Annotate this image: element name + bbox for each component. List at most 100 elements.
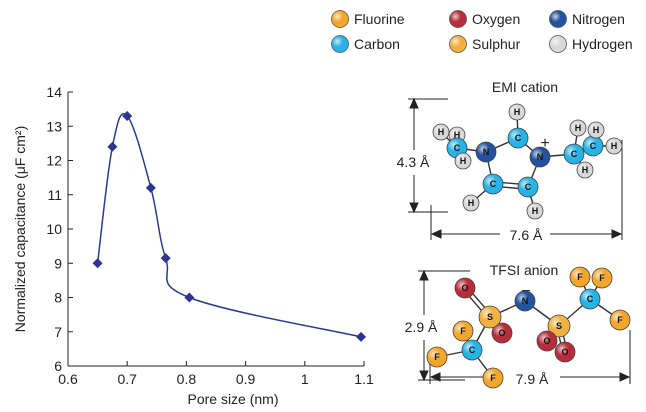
atom-hydrogen: H bbox=[508, 103, 526, 121]
atom-shine bbox=[527, 203, 543, 219]
atom-carbon: C bbox=[563, 143, 585, 165]
legend-label: Hydrogen bbox=[572, 36, 633, 52]
y-tick-label: 6 bbox=[54, 358, 62, 374]
atom-shine bbox=[537, 331, 557, 351]
atom-symbol: H bbox=[593, 125, 600, 135]
atom-oxygen: O bbox=[491, 322, 513, 344]
chart-ticks: 6 7 8 9 10 11 12 13 14 0.6 0.7 0.8 0.9 1 1.1 bbox=[46, 84, 374, 387]
atom-symbol: H bbox=[532, 206, 539, 216]
atom-symbol: H bbox=[514, 107, 521, 117]
data-point bbox=[356, 331, 367, 342]
atom-hydrogen: H bbox=[576, 161, 594, 179]
atom-hydrogen: H bbox=[454, 152, 472, 170]
atom-nitrogen: N bbox=[529, 146, 551, 168]
atom-shine bbox=[509, 104, 525, 120]
atom-symbol: F bbox=[617, 315, 623, 325]
capacitance-chart: 6 7 8 9 10 11 12 13 14 0.6 0.7 0.8 0.9 1 1.1 Pore size… bbox=[12, 84, 374, 407]
atom-shine bbox=[555, 342, 575, 362]
atom-carbon: C bbox=[582, 135, 604, 157]
x-axis-label: Pore size (nm) bbox=[187, 391, 278, 407]
atom-sulphur: S bbox=[478, 305, 502, 329]
atom-carbon: C bbox=[482, 173, 504, 195]
atom-shine bbox=[455, 278, 475, 298]
x-tick-label: 1 bbox=[301, 371, 309, 387]
atom-hydrogen: H bbox=[432, 123, 450, 141]
atom-fluorine: F bbox=[569, 266, 591, 288]
data-point bbox=[92, 258, 103, 269]
legend-swatch-shine bbox=[331, 10, 349, 28]
atom-symbol: F bbox=[599, 273, 605, 283]
atom-shine bbox=[427, 347, 447, 367]
atom-carbon: C bbox=[517, 176, 539, 198]
y-tick-label: 11 bbox=[47, 187, 62, 203]
atom-symbol: O bbox=[461, 283, 468, 293]
series-markers bbox=[92, 110, 367, 342]
emi-width-dimension bbox=[430, 140, 623, 240]
atom-symbol: S bbox=[556, 321, 562, 331]
x-tick-label: 0.9 bbox=[236, 371, 256, 387]
atom-symbol: N bbox=[522, 296, 529, 306]
legend-item: Fluorine bbox=[331, 10, 405, 28]
atom-shine bbox=[570, 120, 586, 136]
atom-nitrogen: N bbox=[514, 290, 536, 312]
data-point bbox=[122, 110, 133, 121]
legend-item: Sulphur bbox=[449, 35, 521, 53]
legend-label: Oxygen bbox=[472, 11, 520, 27]
atom-symbol: O bbox=[543, 336, 550, 346]
atom-symbol: C bbox=[515, 133, 522, 143]
y-tick-label: 14 bbox=[46, 84, 62, 100]
atom-symbol: H bbox=[575, 123, 582, 133]
atom-shine bbox=[592, 268, 612, 288]
atom-carbon: C bbox=[461, 339, 483, 361]
y-tick-label: 9 bbox=[54, 255, 62, 271]
atom-symbol: H bbox=[438, 127, 445, 137]
legend-item: Oxygen bbox=[449, 10, 520, 28]
atom-shine bbox=[483, 368, 503, 388]
atom-symbol: H bbox=[582, 165, 589, 175]
atom-symbol: C bbox=[469, 345, 476, 355]
chart-axes bbox=[67, 92, 364, 367]
emi-charge: + bbox=[540, 135, 549, 152]
atom-fluorine: F bbox=[452, 320, 474, 342]
atom-symbol: C bbox=[525, 182, 532, 192]
tfsi-title: TFSI anion bbox=[490, 262, 558, 278]
legend-label: Sulphur bbox=[472, 36, 521, 52]
legend-item: Carbon bbox=[331, 35, 400, 53]
legend-swatch-shine bbox=[549, 10, 567, 28]
atom-hydrogen: H bbox=[605, 137, 623, 155]
tfsi-height-dimension bbox=[418, 269, 470, 382]
atom-symbol: H bbox=[611, 141, 618, 151]
atom-shine bbox=[515, 291, 535, 311]
atom-hydrogen: H bbox=[587, 121, 605, 139]
tfsi-width-dimension bbox=[429, 330, 631, 384]
series-line bbox=[96, 113, 362, 338]
legend-item: Hydrogen bbox=[549, 35, 633, 53]
atom-symbol: S bbox=[487, 312, 493, 322]
atom-shine bbox=[583, 136, 603, 156]
atom-shine bbox=[518, 177, 538, 197]
atom-shine bbox=[564, 144, 584, 164]
atom-shine bbox=[610, 310, 630, 330]
atom-shine bbox=[570, 267, 590, 287]
atom-symbol: H bbox=[460, 156, 467, 166]
atom-shine bbox=[462, 340, 482, 360]
atom-symbol: F bbox=[434, 352, 440, 362]
atom-shine bbox=[476, 142, 496, 162]
atom-symbol: H bbox=[454, 130, 461, 140]
atom-fluorine: F bbox=[482, 367, 504, 389]
atom-shine bbox=[492, 323, 512, 343]
atom-fluorine: F bbox=[426, 346, 448, 368]
atom-hydrogen: H bbox=[569, 119, 587, 137]
atom-shine bbox=[580, 289, 600, 309]
atom-shine bbox=[577, 162, 593, 178]
atom-symbol: F bbox=[490, 373, 496, 383]
atom-symbol: F bbox=[577, 272, 583, 282]
legend-swatch-shine bbox=[549, 35, 567, 53]
atom-symbol: C bbox=[490, 179, 497, 189]
atom-shine bbox=[508, 128, 528, 148]
